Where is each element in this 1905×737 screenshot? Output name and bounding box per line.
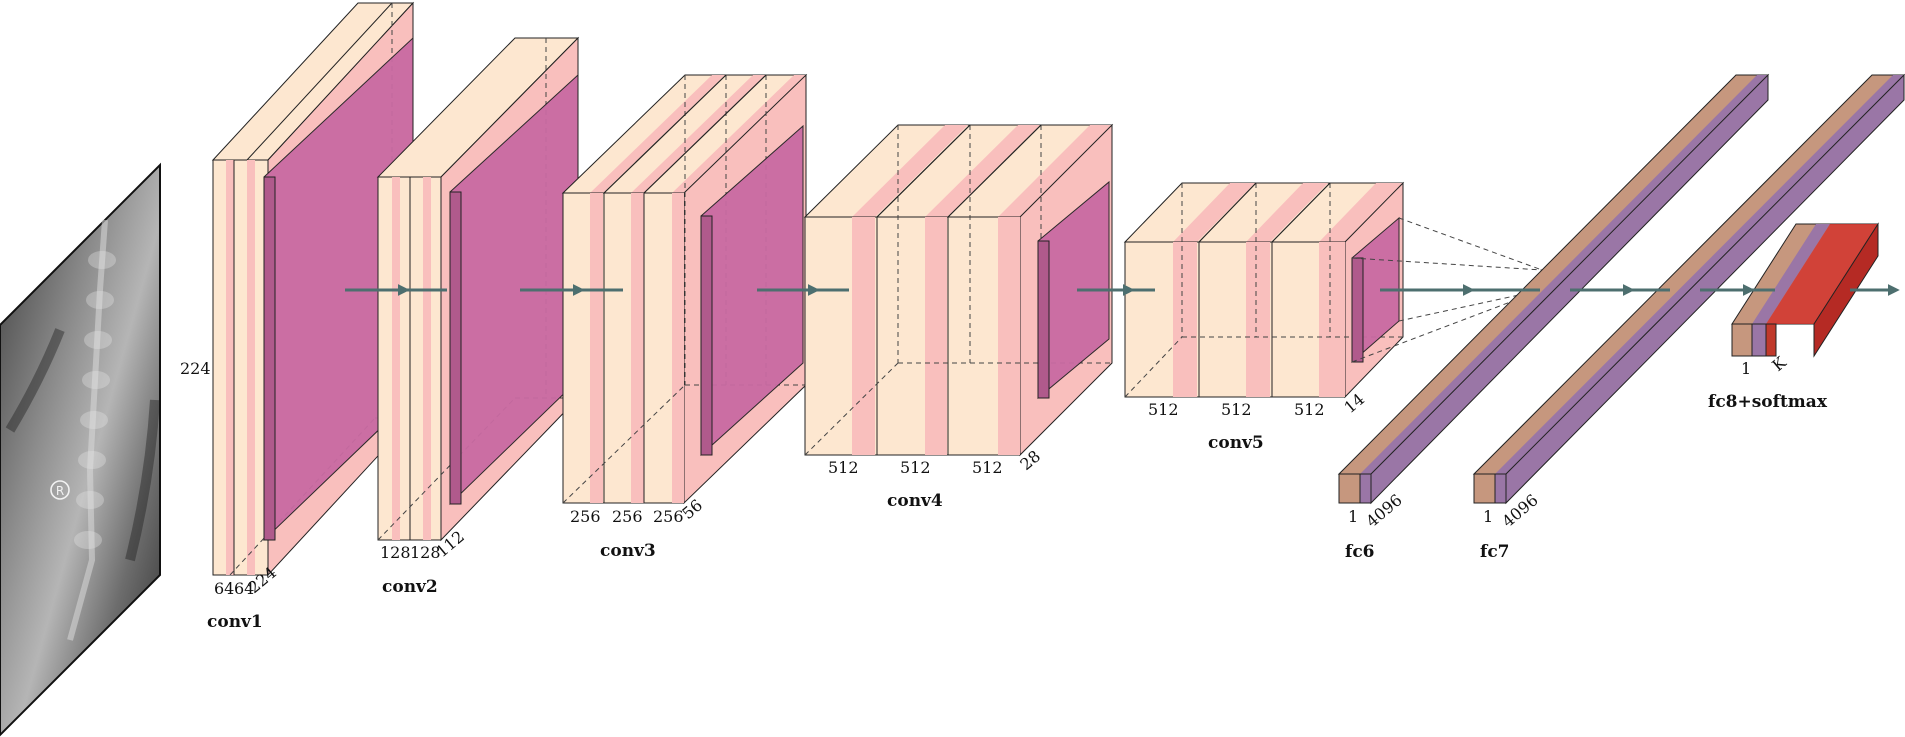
- fc7-width-label: 1: [1483, 507, 1493, 526]
- conv5-channel-label-3: 512: [1294, 400, 1325, 419]
- conv4-title: conv4: [887, 491, 943, 511]
- conv4-channel-label-1: 512: [828, 458, 859, 477]
- fc7-title: fc7: [1480, 542, 1510, 562]
- conv3-channel-label-1: 256: [570, 507, 601, 526]
- conv1-title: conv1: [207, 612, 263, 632]
- input-image: R: [0, 162, 161, 737]
- fc6-width-label: 1: [1348, 507, 1358, 526]
- conv4-pool: [1037, 180, 1110, 400]
- xray-marker: R: [56, 484, 64, 498]
- conv1-channel-label-2: 64: [234, 579, 254, 598]
- fc8-block: 1 K fc8+softmax: [1708, 222, 1879, 412]
- conv3-channel-label-3: 256: [653, 507, 684, 526]
- conv5-channel-label-1: 512: [1148, 400, 1179, 419]
- conv4-channel-label-2: 512: [900, 458, 931, 477]
- fc8-width-label: 1: [1741, 359, 1751, 378]
- conv4-channel-label-3: 512: [972, 458, 1003, 477]
- conv2-title: conv2: [382, 577, 438, 597]
- fc6-block: 1 4096 fc6: [1337, 73, 1770, 562]
- conv3-channel-label-2: 256: [612, 507, 643, 526]
- conv1-block: 224 64 64 224 conv1: [180, 1, 415, 632]
- conv4-block: 512 512 512 28 conv4: [803, 123, 1114, 511]
- fc6-title: fc6: [1345, 542, 1375, 562]
- fc8-title: fc8+softmax: [1708, 392, 1828, 412]
- conv3-block: 256 256 256 56 conv3: [561, 73, 808, 561]
- conv3-pool: [700, 124, 804, 457]
- conv1-pool: [263, 36, 414, 542]
- conv5-channel-label-2: 512: [1221, 400, 1252, 419]
- xray-marker-circle: [50, 480, 70, 500]
- conv2-channel-label-2: 128: [410, 543, 441, 562]
- conv5-block: 512 512 512 14 conv5: [1123, 181, 1543, 453]
- conv1-height-label: 224: [180, 359, 211, 378]
- conv3-title: conv3: [600, 541, 656, 561]
- conv5-title: conv5: [1208, 433, 1264, 453]
- conv2-block: 128 128 112 conv2: [376, 36, 580, 597]
- conv1-channel-label-1: 64: [214, 579, 234, 598]
- conv2-channel-label-1: 128: [380, 543, 411, 562]
